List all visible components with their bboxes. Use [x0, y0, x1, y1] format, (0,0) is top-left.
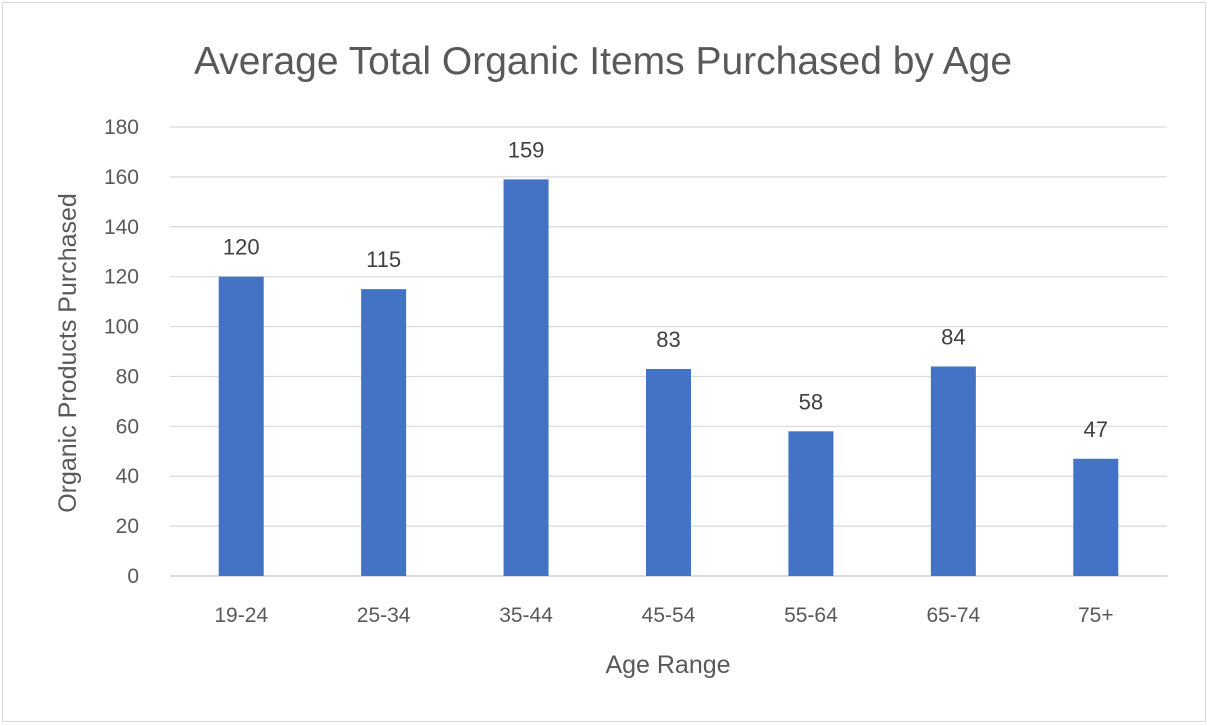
y-tick-label: 60: [116, 415, 139, 438]
bar-19-24: [218, 276, 264, 576]
bar-25-34: [361, 289, 407, 576]
x-tick-label: 55-64: [784, 604, 838, 627]
data-label-35-44: 159: [508, 137, 545, 162]
y-tick-label: 160: [104, 166, 139, 189]
gridlines: [170, 126, 1167, 577]
bar-35-44: [503, 179, 549, 576]
y-tick-label: 140: [104, 216, 139, 239]
y-tick-label: 100: [104, 316, 139, 339]
chart-title: Average Total Organic Items Purchased by…: [194, 40, 1012, 83]
y-tick-label: 40: [116, 465, 139, 488]
data-label-75+: 47: [1084, 417, 1108, 442]
x-axis-ticks: 19-24 25-34 35-44 45-54 55-64 65-74 75+: [214, 604, 1113, 627]
y-tick-label: 0: [127, 565, 139, 588]
data-label-25-34: 115: [366, 247, 401, 272]
x-tick-label: 19-24: [214, 604, 268, 627]
x-tick-label: 45-54: [642, 604, 696, 627]
data-label-19-24: 120: [223, 235, 260, 260]
bar-65-74: [930, 366, 976, 576]
data-label-55-64: 58: [799, 389, 823, 414]
x-axis-title: Age Range: [605, 651, 730, 679]
y-tick-label: 20: [116, 515, 139, 538]
bar-45-54: [646, 368, 691, 576]
x-tick-label: 35-44: [499, 604, 553, 627]
y-tick-label: 80: [116, 365, 139, 388]
data-label-45-54: 83: [656, 327, 680, 352]
data-labels: 120 115 159 83 58 84 47: [223, 137, 1108, 441]
bars: [218, 179, 1119, 576]
bar-55-64: [788, 431, 834, 576]
y-tick-label: 120: [104, 266, 139, 289]
y-tick-label: 180: [104, 116, 139, 139]
x-tick-label: 75+: [1078, 604, 1114, 627]
y-axis-title: Organic Products Purchased: [54, 193, 82, 513]
x-tick-label: 65-74: [926, 604, 980, 627]
x-tick-label: 25-34: [357, 604, 411, 627]
bar-75+: [1073, 458, 1119, 576]
y-axis-ticks: 0 20 40 60 80 100 120 140 160 180: [104, 116, 139, 588]
data-label-65-74: 84: [941, 324, 965, 349]
